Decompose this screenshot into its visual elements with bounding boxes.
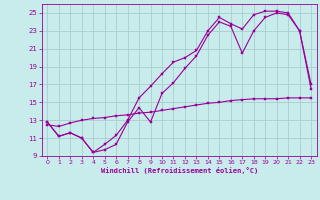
X-axis label: Windchill (Refroidissement éolien,°C): Windchill (Refroidissement éolien,°C) — [100, 167, 258, 174]
